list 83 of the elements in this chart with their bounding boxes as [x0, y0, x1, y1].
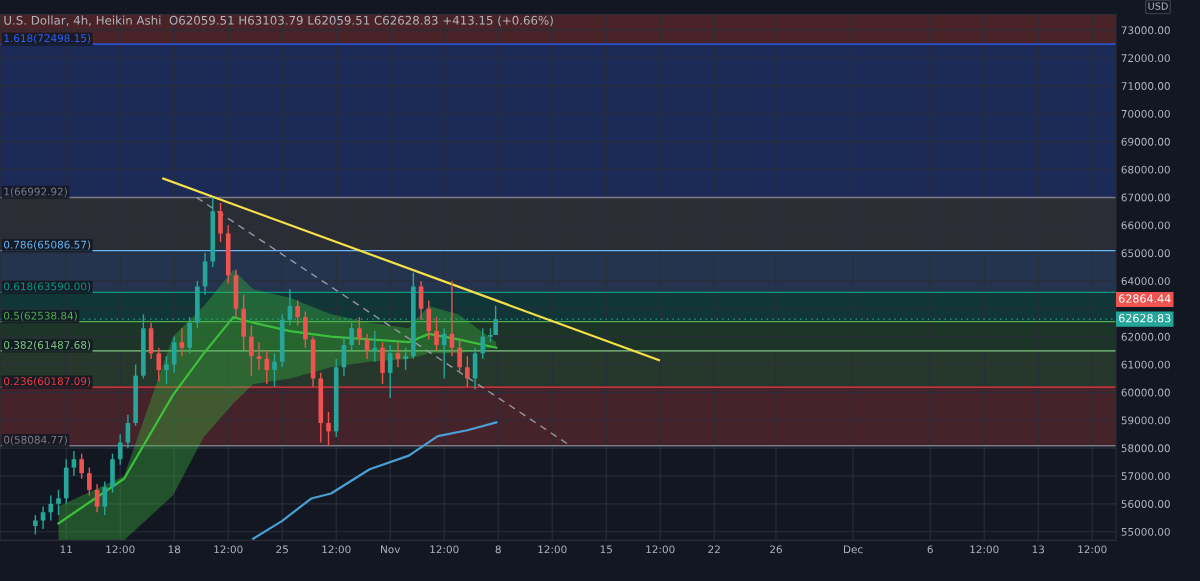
ref-line-label: 0.786(65086.57): [4, 240, 91, 250]
y-tick-label: 65000.00: [1121, 249, 1170, 258]
y-tick-label: 68000.00: [1121, 165, 1170, 174]
candlestick: [465, 355, 470, 388]
candlestick: [434, 316, 439, 352]
candlestick: [303, 310, 308, 349]
y-tick-label: 66000.00: [1121, 221, 1170, 230]
candlestick: [426, 299, 432, 341]
x-tick-label: 12:00: [430, 545, 459, 554]
candlestick: [364, 333, 370, 360]
ref-line-label: 1(66992.92): [4, 187, 67, 197]
y-tick-label: 64000.00: [1121, 277, 1170, 286]
x-tick-label: 12:00: [322, 545, 351, 554]
x-tick-label: 12:00: [106, 545, 135, 554]
candlestick: [295, 299, 300, 327]
y-axis-title: USD: [1148, 2, 1168, 10]
candlestick: [156, 347, 162, 382]
ref-line-label: 0.236(60187.09): [4, 377, 91, 387]
y-tick-label: 61000.00: [1121, 360, 1170, 369]
candlestick: [71, 450, 77, 477]
ref-line-label: 1.618(72498.15): [4, 34, 91, 44]
x-tick-label: 18: [168, 545, 181, 554]
candlestick: [480, 327, 486, 360]
candlestick: [171, 335, 177, 374]
y-tick-label: 62000.00: [1121, 332, 1170, 341]
candlestick: [457, 338, 462, 374]
y-tick-label: 67000.00: [1121, 193, 1170, 202]
candlestick: [79, 452, 84, 480]
x-tick-label: 8: [495, 545, 501, 554]
y-tick-label: 58000.00: [1121, 444, 1170, 453]
candlestick: [40, 505, 46, 530]
x-tick-label: 22: [708, 545, 720, 554]
text: 62864.44: [1119, 294, 1171, 303]
y-tick-label: 69000.00: [1121, 137, 1170, 146]
ref-line-label: 62628.83: [1119, 313, 1171, 323]
x-tick-label: 25: [276, 545, 288, 554]
candlestick: [372, 330, 378, 363]
x-tick-label: 12:00: [538, 545, 567, 554]
y-tick-label: 56000.00: [1121, 500, 1170, 508]
x-tick-label: Dec: [844, 545, 863, 554]
x-tick-label: 12:00: [214, 545, 243, 554]
x-tick-label: 12:00: [1078, 545, 1107, 554]
candlestick: [102, 480, 108, 516]
candlestick: [395, 341, 401, 368]
ref-line-label: 0.5(62538.84): [4, 311, 77, 321]
y-tick-label: 59000.00: [1121, 416, 1170, 425]
x-tick-label: 11: [60, 545, 72, 554]
x-tick-label: 26: [770, 545, 782, 554]
y-tick-label: 72000.00: [1121, 54, 1170, 63]
ref-line-label: 0.618(63590.00): [4, 282, 91, 292]
y-tick-label: 55000.00: [1121, 527, 1170, 536]
candlestick: [117, 433, 123, 466]
candlestick: [264, 349, 270, 385]
candlestick: [256, 341, 262, 371]
candlestick: [179, 327, 185, 357]
candlestick: [33, 514, 38, 536]
candlestick: [387, 344, 393, 399]
candlestick: [249, 324, 254, 377]
candlestick: [87, 466, 92, 497]
x-tick-label: 6: [927, 545, 933, 554]
x-tick-label: 12:00: [970, 545, 999, 554]
candlestick: [56, 489, 61, 516]
y-tick-label: 57000.00: [1121, 472, 1170, 481]
ref-line-label: 0.382(61487.68): [4, 340, 91, 351]
candlestick: [164, 355, 169, 385]
x-tick-label: 15: [600, 545, 612, 554]
x-tick-label: 12:00: [646, 545, 675, 554]
y-tick-label: 60000.00: [1121, 388, 1170, 397]
candlestick: [403, 347, 408, 371]
candlestick: [48, 494, 54, 522]
ref-line-label: 0(58084.77): [4, 435, 67, 445]
candlestick: [272, 352, 277, 388]
candlestick: [326, 411, 331, 447]
candlestick: [349, 322, 354, 352]
candlestick: [441, 327, 447, 380]
candlestick: [357, 316, 362, 346]
x-tick-label: 13: [1032, 545, 1045, 554]
candlestick: [218, 202, 223, 243]
y-tick-label: 71000.00: [1121, 82, 1170, 90]
chart-title: U.S. Dollar, 4h, Heikin Ashi O62059.51 H63103.79 L62059.51 C62628.83 +413.15 (+0.66%): [4, 15, 553, 27]
y-tick-label: 73000.00: [1121, 26, 1170, 35]
x-tick-label: Nov: [381, 545, 401, 554]
y-tick-label: 70000.00: [1121, 109, 1170, 118]
